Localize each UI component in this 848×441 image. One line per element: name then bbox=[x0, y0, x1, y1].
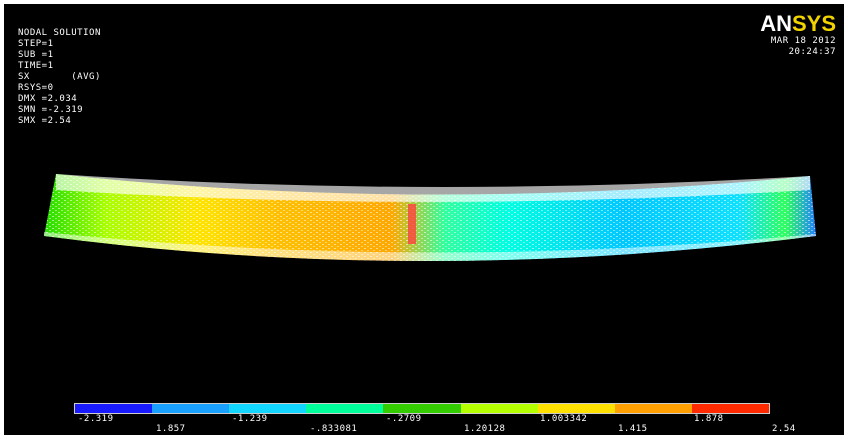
info-line: SMN =-2.319 bbox=[18, 105, 84, 115]
info-line: NODAL SOLUTION bbox=[18, 28, 101, 38]
info-line: TIME=1 bbox=[18, 61, 54, 71]
graphics-viewport[interactable]: NODAL SOLUTION STEP=1 SUB =1 TIME=1 SX (… bbox=[4, 4, 844, 435]
legend-label: -.2709 bbox=[386, 414, 422, 424]
legend-label: 2.54 bbox=[772, 424, 796, 434]
date-stamp: MAR 18 2012 bbox=[770, 36, 836, 46]
info-line: SX (AVG) bbox=[18, 72, 101, 82]
legend-swatch bbox=[383, 404, 461, 413]
ansys-logo: ANSYS MAR 18 2012 20:24:37 bbox=[760, 12, 836, 58]
contour-legend-bar bbox=[74, 403, 770, 414]
legend-label: 1.878 bbox=[694, 414, 724, 424]
info-line: RSYS=0 bbox=[18, 83, 54, 93]
info-line: DMX =2.034 bbox=[18, 94, 78, 104]
time-stamp: 20:24:37 bbox=[788, 47, 836, 57]
legend-swatch bbox=[152, 404, 230, 413]
legend-swatch bbox=[306, 404, 384, 413]
legend-labels-top: -2.319 -1.239 -.2709 1.003342 1.878 bbox=[4, 414, 844, 426]
legend-swatch bbox=[75, 404, 153, 413]
info-line: SMX =2.54 bbox=[18, 116, 72, 126]
legend-label: -1.239 bbox=[232, 414, 268, 424]
legend-swatch bbox=[537, 404, 615, 413]
legend-swatch bbox=[460, 404, 538, 413]
logo-part-an: AN bbox=[760, 11, 792, 36]
beam-contour-plot[interactable] bbox=[4, 4, 844, 304]
beam-geometry bbox=[44, 174, 816, 261]
legend-label: -2.319 bbox=[78, 414, 114, 424]
legend-labels-bottom: 1.857 -.833081 1.20128 1.415 2.54 bbox=[4, 424, 844, 435]
legend-label: 1.415 bbox=[618, 424, 648, 434]
legend-label: 1.20128 bbox=[464, 424, 506, 434]
solution-info-block: NODAL SOLUTION STEP=1 SUB =1 TIME=1 SX (… bbox=[18, 28, 101, 127]
info-line: SUB =1 bbox=[18, 50, 54, 60]
logo-part-sys: SYS bbox=[791, 11, 836, 36]
legend-label: -.833081 bbox=[310, 424, 358, 434]
legend-swatch bbox=[691, 404, 769, 413]
info-line: STEP=1 bbox=[18, 39, 54, 49]
legend-swatch bbox=[614, 404, 692, 413]
legend-label: 1.857 bbox=[156, 424, 186, 434]
legend-swatch bbox=[229, 404, 307, 413]
logo-wordmark: ANSYS bbox=[760, 12, 836, 36]
legend-label: 1.003342 bbox=[540, 414, 588, 424]
